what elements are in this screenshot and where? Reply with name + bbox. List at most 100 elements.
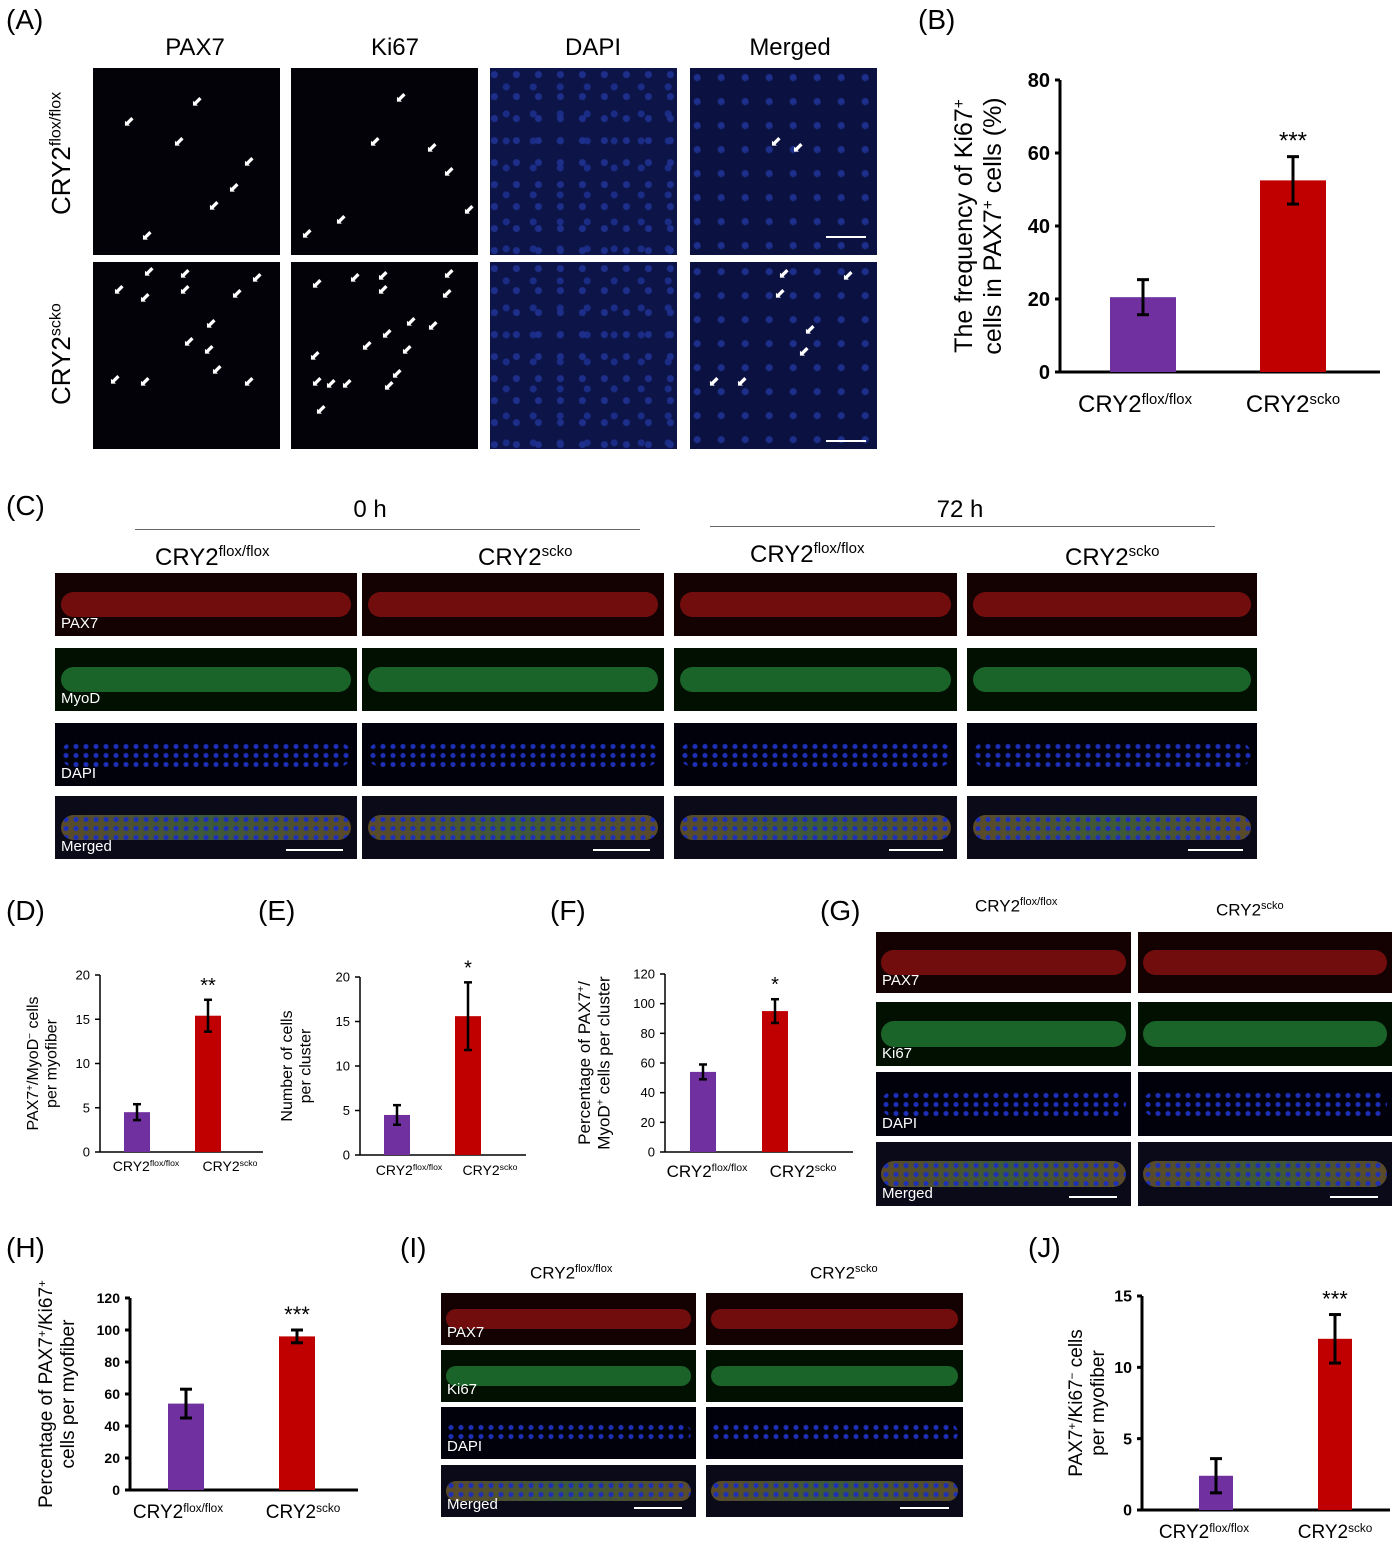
myofiber <box>446 1308 691 1330</box>
x-category-label: CRY2flox/flox <box>667 1162 748 1181</box>
label-part: CRY2 <box>376 1162 413 1178</box>
x-category-label: CRY2scko <box>1246 391 1340 418</box>
myofiber <box>1143 1091 1387 1117</box>
myofiber <box>679 591 952 618</box>
y-tick-label: 100 <box>633 996 655 1011</box>
condition-base: CRY2 <box>155 544 219 571</box>
panel-g-image-r4-c2 <box>1138 1142 1392 1206</box>
label-part: − <box>25 1033 36 1039</box>
panel-c-image-r3-c2 <box>362 723 664 786</box>
y-tick-label: 60 <box>104 1386 120 1402</box>
myofiber <box>881 950 1126 975</box>
myofiber <box>446 1365 691 1387</box>
panel-i-image-r1-c2 <box>706 1293 963 1345</box>
condition-sup: scko <box>1261 900 1284 912</box>
myofiber <box>881 1161 1126 1187</box>
panel-g-cond-1: CRY2flox/flox <box>975 896 1057 917</box>
condition-base: CRY2 <box>1065 544 1129 571</box>
x-category-label: CRY2flox/flox <box>133 1502 223 1524</box>
label-part: CRY2 <box>1159 1522 1209 1543</box>
y-tick-label: 120 <box>97 1290 121 1306</box>
y-tick-label: 20 <box>336 970 350 985</box>
myofiber <box>1143 1021 1387 1047</box>
panel-a-merged-scko-image: ⬋ ⬋ ⬋ ⬋ ⬋ ⬋ ⬋ <box>690 262 877 449</box>
y-tick-label: 20 <box>104 1450 120 1466</box>
label-part: CRY2 <box>1298 1522 1348 1543</box>
y-tick-label: 0 <box>343 1148 350 1163</box>
condition-sup: flox/flox <box>47 91 65 147</box>
significance-label: *** <box>1279 128 1307 155</box>
panel-a-row-control: CRY2flox/flox <box>46 92 77 215</box>
y-tick-label: 10 <box>336 1059 350 1074</box>
panel-g-image-r2-c2 <box>1138 1002 1392 1066</box>
label-part: − <box>1066 1372 1079 1379</box>
y-tick-label: 0 <box>1039 362 1050 384</box>
label-part: + <box>1066 1423 1079 1430</box>
myofiber <box>972 591 1252 618</box>
panel-d-label: (D) <box>6 895 45 926</box>
label-part: scko <box>240 1158 258 1168</box>
y-tick-label: 5 <box>1123 1431 1132 1448</box>
panel-b-label: (B) <box>918 4 956 35</box>
scale-bar <box>826 440 866 442</box>
myofiber <box>368 741 658 768</box>
y-tick-label: 20 <box>76 968 90 983</box>
condition-base: CRY2 <box>530 1263 576 1283</box>
scale-bar <box>286 849 343 851</box>
condition-base: CRY2 <box>810 1263 856 1283</box>
panel-c-image-r3-c1: DAPI <box>55 723 357 786</box>
panel-c-image-r4-c4 <box>967 796 1257 859</box>
panel-c-time-72h: 72 h <box>936 496 984 523</box>
label-part: /Ki67 <box>36 1287 57 1330</box>
y-tick-label: 100 <box>97 1322 121 1338</box>
myofiber <box>972 741 1252 768</box>
scale-bar <box>1330 1196 1378 1198</box>
y-tick-label: 0 <box>648 1145 655 1160</box>
myofiber <box>679 741 952 768</box>
y-axis-label: per myofiber <box>43 1018 60 1108</box>
panel-c-image-r2-c3 <box>674 648 957 711</box>
panel-a-merged-control-image: ⬋ ⬋ <box>690 68 877 255</box>
y-axis-label: PAX7+/MyoD− cells <box>25 996 43 1130</box>
panel-f-chart: 020406080100120CRY2flox/flox*CRY2sckoPer… <box>575 967 853 1181</box>
y-tick-label: 20 <box>641 1115 655 1130</box>
label-part: per myofiber <box>1088 1350 1109 1456</box>
myofiber <box>61 741 351 768</box>
channel-label: MyoD <box>61 690 101 707</box>
label-part: CRY2 <box>667 1162 712 1181</box>
label-part: + <box>595 1099 607 1105</box>
x-category-label: CRY2flox/flox <box>113 1158 180 1174</box>
label-part: Percentage of PAX7 <box>575 992 594 1145</box>
panel-c-image-r1-c1: PAX7 <box>55 573 357 636</box>
x-category-label: CRY2scko <box>203 1158 258 1174</box>
label-part: / <box>575 981 594 986</box>
x-category-label: CRY2scko <box>463 1162 518 1178</box>
panel-c-image-r4-c2 <box>362 796 664 859</box>
panel-a-dapi-control-image <box>490 68 677 255</box>
panel-e-label: (E) <box>258 895 296 926</box>
panel-i-image-r4-c2 <box>706 1465 963 1517</box>
myofiber <box>881 1021 1126 1047</box>
condition-base: CRY2 <box>750 541 814 568</box>
bar <box>195 1015 221 1152</box>
channel-label: DAPI <box>447 1438 483 1455</box>
y-tick-label: 80 <box>104 1354 120 1370</box>
myofiber <box>679 814 952 841</box>
label-part: CRY2 <box>203 1158 240 1174</box>
channel-label: PAX7 <box>882 972 920 989</box>
significance-label: *** <box>284 1302 310 1327</box>
y-axis-label: Number of cells <box>279 1010 296 1121</box>
y-axis-label: cells in PAX7+ cells (%) <box>979 97 1007 354</box>
y-axis-label: Percentage of PAX7+/Ki67+ <box>36 1280 58 1508</box>
label-part: The frequency of Ki67 <box>950 108 978 353</box>
panel-i-image-r1-c1: PAX7 <box>441 1293 696 1345</box>
panel-g-label: (G) <box>820 895 861 926</box>
bar <box>690 1071 716 1152</box>
y-tick-label: 10 <box>1114 1360 1132 1377</box>
condition-sup: scko <box>1128 543 1160 560</box>
y-tick-label: 0 <box>83 1145 90 1160</box>
y-tick-label: 40 <box>104 1418 120 1434</box>
panel-c-image-r1-c3 <box>674 573 957 636</box>
